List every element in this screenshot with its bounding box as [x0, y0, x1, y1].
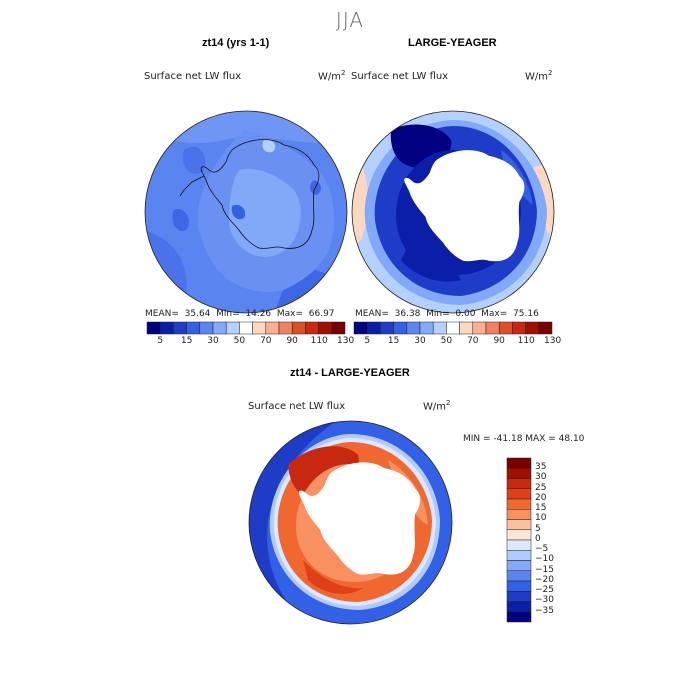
colorbar-tick-label: 25	[535, 482, 547, 493]
colorbar-tick-label: 70	[467, 336, 479, 346]
colorbar-tick-label: 30	[535, 472, 547, 483]
colorbar-tick-label: 0	[535, 533, 541, 544]
colorbar-tick-label: 90	[493, 336, 505, 346]
colorbar-swatch	[506, 601, 532, 612]
colorbar-swatch	[472, 321, 487, 335]
colorbar-swatch	[278, 321, 293, 335]
colorbar-tick-label: 50	[233, 336, 246, 346]
colorbar-swatch	[506, 580, 532, 592]
colorbar-swatch	[291, 321, 306, 335]
colorbar-swatch	[525, 321, 540, 335]
colorbar-tick-label: 15	[535, 503, 547, 514]
colorbar-tick-label: 70	[260, 336, 272, 346]
panel3-subtitle: Surface net LW flux	[248, 401, 346, 412]
colorbar-swatch	[186, 321, 201, 335]
colorbar-swatch	[498, 321, 513, 335]
colorbar-tick-label: −30	[535, 595, 554, 606]
colorbar-swatch	[159, 321, 174, 335]
panel3-title: zt14 - LARGE-YEAGER	[290, 367, 410, 379]
colorbar-swatch	[506, 488, 532, 500]
colorbar-swatch	[239, 321, 253, 335]
colorbar-swatch	[225, 321, 240, 335]
colorbar-swatch	[506, 509, 532, 520]
panel1-title: zt14 (yrs 1-1)	[202, 37, 270, 49]
colorbar-tick-label: 5	[364, 336, 371, 346]
colorbar-swatch	[265, 321, 280, 335]
colorbar-tick-label: 110	[517, 336, 535, 346]
colorbar-tick-label: 30	[207, 336, 219, 346]
colorbar-swatch	[331, 321, 346, 335]
colorbar-tick-label: 110	[310, 336, 328, 346]
figure-title: JJA	[335, 8, 365, 32]
colorbar-swatch	[252, 321, 267, 335]
colorbar-tick-label: −10	[535, 554, 554, 565]
colorbar-swatch	[212, 321, 227, 335]
colorbar-tick-label: −35	[535, 605, 554, 616]
colorbar-tick-label: 50	[440, 336, 453, 346]
colorbar-tick-label: 5	[157, 336, 164, 346]
colorbar-swatch	[432, 321, 447, 335]
colorbar-swatch	[459, 321, 474, 335]
panel1-stats: MEAN= 35.64 Min= 14.26 Max= 66.97	[145, 309, 335, 319]
panel2-colorbar	[353, 321, 553, 335]
colorbar-swatch	[512, 321, 526, 335]
panel1-map	[144, 110, 348, 314]
colorbar-swatch	[393, 321, 408, 335]
colorbar-tick-label: −15	[535, 564, 554, 575]
colorbar-swatch	[318, 321, 333, 335]
colorbar-swatch	[506, 478, 532, 489]
colorbar-swatch	[506, 560, 532, 571]
colorbar-tick-label: 15	[180, 336, 193, 346]
colorbar-swatch	[419, 321, 434, 335]
colorbar-swatch	[506, 519, 532, 530]
panel2-stats: MEAN= 36.38 Min= 0.00 Max= 75.16	[355, 309, 539, 319]
colorbar-swatch	[173, 321, 187, 335]
colorbar-tick-label: 15	[387, 336, 400, 346]
diff-colorbar	[506, 457, 532, 623]
panel3-stats: MIN = -41.18 MAX = 48.10	[463, 434, 585, 444]
colorbar-tick-label: −20	[535, 574, 554, 585]
panel1-subtitle: Surface net LW flux	[144, 71, 242, 82]
panel2-title: LARGE-YEAGER	[408, 37, 497, 49]
colorbar-tick-label: 20	[535, 492, 547, 503]
colorbar-swatch	[506, 457, 532, 469]
colorbar-swatch	[506, 591, 532, 602]
panel1-colorbar	[146, 321, 346, 335]
colorbar-tick-label: 10	[535, 513, 547, 524]
colorbar-swatch	[506, 468, 532, 479]
colorbar-tick-label: 130	[337, 336, 355, 346]
panel2-units: W/m2	[525, 69, 553, 83]
panel1-units: W/m2	[318, 69, 346, 83]
colorbar-swatch	[506, 611, 532, 623]
colorbar-swatch	[406, 321, 421, 335]
colorbar-swatch	[380, 321, 394, 335]
colorbar-tick-label: −25	[535, 585, 554, 596]
colorbar-tick-label: 130	[544, 336, 562, 346]
panel2-map	[351, 110, 555, 314]
colorbar-tick-label: 5	[535, 523, 541, 534]
colorbar-swatch	[506, 539, 532, 551]
colorbar-tick-label: 30	[414, 336, 426, 346]
colorbar-swatch	[199, 321, 214, 335]
panel3-units: W/m2	[423, 399, 451, 413]
colorbar-swatch	[485, 321, 500, 335]
colorbar-swatch	[305, 321, 319, 335]
panel2-subtitle: Surface net LW flux	[351, 71, 449, 82]
colorbar-swatch	[366, 321, 381, 335]
colorbar-swatch	[353, 321, 368, 335]
panel3-map	[248, 420, 453, 625]
colorbar-swatch	[538, 321, 553, 335]
colorbar-swatch	[146, 321, 161, 335]
colorbar-swatch	[506, 498, 532, 510]
colorbar-tick-label: −5	[535, 544, 549, 555]
colorbar-swatch	[506, 550, 532, 561]
colorbar-tick-label: 35	[535, 462, 547, 473]
colorbar-tick-label: 90	[286, 336, 298, 346]
colorbar-swatch	[506, 529, 532, 541]
colorbar-swatch	[446, 321, 460, 335]
colorbar-swatch	[506, 570, 532, 582]
